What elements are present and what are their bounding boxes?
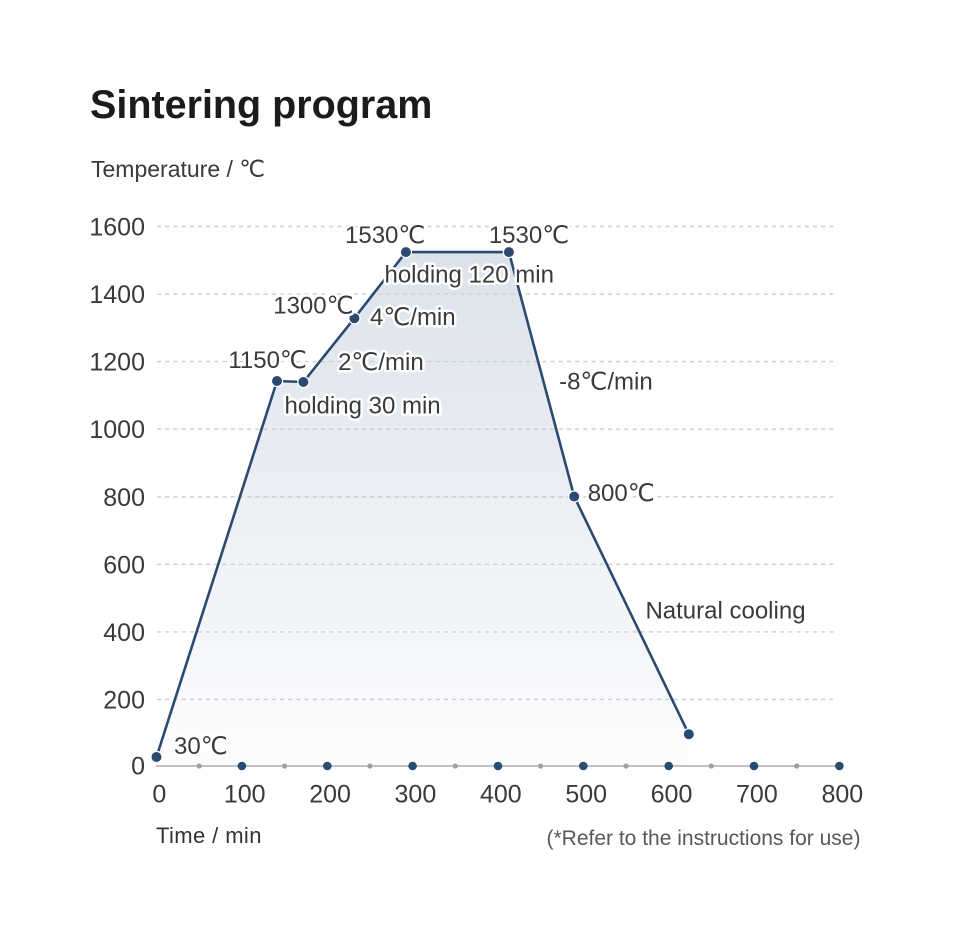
svg-text:1150℃: 1150℃ xyxy=(228,347,307,374)
svg-text:2℃/min: 2℃/min xyxy=(338,349,424,376)
svg-text:1530℃: 1530℃ xyxy=(489,222,569,249)
svg-text:Time / min: Time / min xyxy=(156,823,262,848)
svg-text:800℃: 800℃ xyxy=(588,480,655,507)
svg-text:500: 500 xyxy=(565,781,607,809)
svg-text:1400: 1400 xyxy=(89,281,145,309)
svg-text:200: 200 xyxy=(309,781,351,809)
svg-text:0: 0 xyxy=(152,781,166,809)
svg-text:Sintering program: Sintering program xyxy=(90,83,432,127)
svg-text:(*Refer to the instructions fo: (*Refer to the instructions for use) xyxy=(547,827,861,850)
svg-text:Temperature / ℃: Temperature / ℃ xyxy=(91,156,265,182)
svg-text:600: 600 xyxy=(651,781,693,809)
svg-text:700: 700 xyxy=(736,781,778,809)
svg-text:1300℃: 1300℃ xyxy=(273,293,353,320)
svg-text:Natural cooling: Natural cooling xyxy=(645,598,805,625)
svg-text:holding 120 min: holding 120 min xyxy=(384,262,553,289)
svg-text:1200: 1200 xyxy=(89,349,145,377)
svg-text:400: 400 xyxy=(480,781,522,809)
svg-text:1600: 1600 xyxy=(89,214,145,242)
svg-text:1000: 1000 xyxy=(89,416,145,444)
svg-text:800: 800 xyxy=(821,781,863,809)
svg-text:200: 200 xyxy=(103,686,145,714)
svg-text:300: 300 xyxy=(395,781,437,809)
svg-text:holding 30 min: holding 30 min xyxy=(285,393,441,420)
svg-text:1530℃: 1530℃ xyxy=(345,222,425,249)
svg-text:400: 400 xyxy=(103,619,145,647)
svg-text:4℃/min: 4℃/min xyxy=(370,304,456,331)
svg-text:-8℃/min: -8℃/min xyxy=(559,369,653,396)
svg-text:0: 0 xyxy=(131,753,145,781)
svg-text:30℃: 30℃ xyxy=(174,733,228,760)
svg-text:800: 800 xyxy=(103,484,145,512)
svg-text:100: 100 xyxy=(224,781,266,809)
svg-text:600: 600 xyxy=(103,551,145,579)
